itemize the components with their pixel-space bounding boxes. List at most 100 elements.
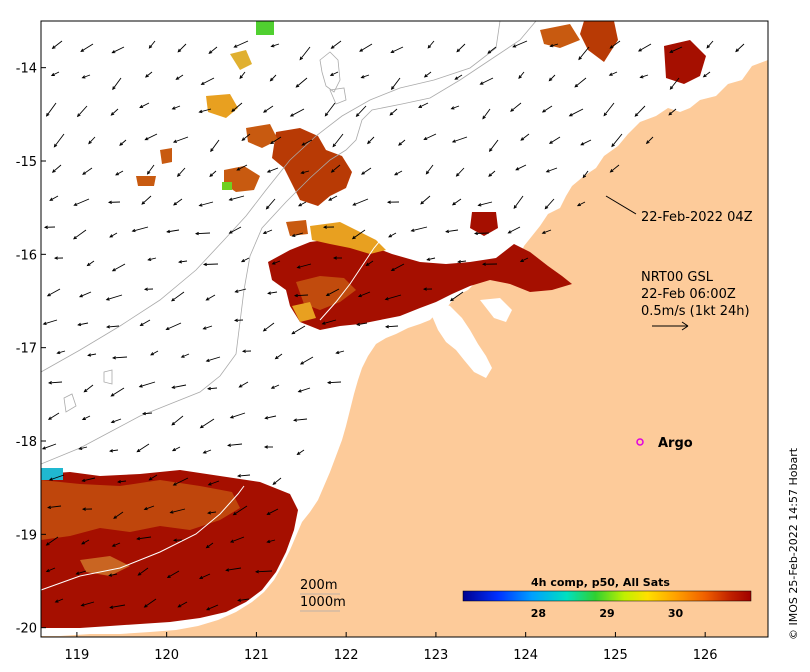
current-arrow bbox=[88, 136, 96, 144]
current-arrow bbox=[385, 294, 402, 300]
current-arrow bbox=[148, 257, 157, 261]
current-arrow-head bbox=[578, 56, 582, 61]
current-arrow bbox=[426, 164, 434, 175]
current-arrow bbox=[550, 43, 559, 47]
current-arrow bbox=[110, 449, 119, 452]
current-arrow-head bbox=[239, 75, 243, 80]
current-arrow bbox=[268, 291, 278, 294]
current-arrow-head bbox=[119, 142, 123, 146]
current-arrow bbox=[46, 536, 59, 546]
current-arrow bbox=[206, 542, 214, 549]
current-arrow bbox=[518, 71, 525, 79]
current-arrow-head bbox=[53, 143, 58, 148]
current-arrow bbox=[546, 167, 558, 173]
sst-patch-south-spot bbox=[80, 556, 130, 576]
current-arrow bbox=[582, 170, 589, 178]
current-arrow bbox=[238, 474, 251, 477]
current-arrow-head bbox=[545, 169, 550, 173]
current-arrow-head bbox=[47, 416, 52, 420]
current-arrow-head bbox=[289, 113, 294, 117]
current-arrow bbox=[199, 108, 212, 113]
scale-arrow bbox=[652, 321, 689, 331]
current-arrow-head bbox=[609, 45, 614, 49]
current-arrow bbox=[394, 170, 403, 176]
current-arrow-head bbox=[137, 572, 142, 576]
current-arrow-head bbox=[390, 49, 395, 53]
current-arrow-head bbox=[576, 202, 581, 207]
current-arrow-head bbox=[267, 291, 272, 295]
current-arrow-head bbox=[180, 354, 185, 358]
current-arrow-head bbox=[300, 170, 305, 175]
current-arrow bbox=[549, 136, 561, 144]
current-arrow bbox=[322, 319, 337, 325]
current-arrow-head bbox=[237, 598, 242, 602]
current-arrow bbox=[74, 198, 90, 206]
current-arrow bbox=[177, 167, 186, 177]
current-arrow bbox=[352, 198, 369, 206]
current-arrow-head bbox=[227, 443, 232, 447]
current-arrow-head bbox=[111, 50, 116, 54]
sst-patch-central-yellow bbox=[310, 222, 386, 254]
current-arrow-head bbox=[451, 139, 456, 143]
current-arrow bbox=[144, 505, 155, 510]
current-arrow bbox=[391, 46, 404, 53]
current-arrow-head bbox=[410, 228, 415, 232]
timestamp-pointer bbox=[605, 195, 637, 215]
current-arrow-head bbox=[117, 479, 122, 484]
current-arrow-head bbox=[645, 140, 650, 145]
current-arrow bbox=[49, 474, 65, 481]
x-tick-label: 120 bbox=[154, 648, 179, 663]
current-arrow bbox=[171, 291, 185, 302]
current-arrow-head bbox=[172, 482, 177, 486]
current-arrow bbox=[361, 74, 370, 79]
current-arrow bbox=[181, 353, 190, 358]
current-arrow-head bbox=[173, 202, 177, 206]
y-tick-label: -14 bbox=[16, 62, 37, 77]
current-arrow-head bbox=[266, 169, 271, 173]
current-arrow-head bbox=[299, 361, 304, 365]
current-arrow-head bbox=[427, 44, 432, 49]
current-arrow bbox=[47, 288, 61, 297]
colorbar-tick-label: 30 bbox=[668, 607, 684, 620]
current-arrow bbox=[206, 356, 221, 362]
land-mass bbox=[41, 60, 768, 637]
island-contour-2 bbox=[329, 87, 347, 105]
colorbar bbox=[462, 590, 752, 602]
current-arrow-head bbox=[171, 447, 176, 452]
current-arrow bbox=[137, 536, 152, 540]
current-arrow-head bbox=[202, 450, 207, 454]
current-arrow-head bbox=[269, 77, 274, 82]
current-arrow-head bbox=[510, 108, 514, 112]
current-arrow-head bbox=[702, 73, 707, 78]
current-arrow-head bbox=[106, 325, 111, 329]
current-arrow bbox=[294, 418, 308, 421]
current-arrow bbox=[226, 567, 242, 571]
current-arrow-head bbox=[202, 326, 207, 330]
current-arrow bbox=[574, 77, 587, 88]
current-arrow-head bbox=[198, 109, 203, 114]
current-arrow-head bbox=[634, 113, 639, 117]
current-arrow bbox=[272, 477, 282, 485]
argo-float-marker[interactable] bbox=[636, 438, 644, 446]
current-arrow-head bbox=[166, 229, 171, 234]
current-arrow-head bbox=[264, 416, 269, 420]
current-arrow bbox=[203, 449, 212, 454]
contour-200m bbox=[41, 21, 537, 465]
current-arrow bbox=[336, 350, 345, 354]
current-arrow bbox=[210, 139, 220, 152]
current-arrow bbox=[179, 260, 188, 263]
current-arrow-head bbox=[80, 603, 85, 607]
current-arrow-head bbox=[205, 297, 210, 301]
current-arrow bbox=[88, 353, 97, 356]
y-tick-label: -18 bbox=[16, 435, 37, 450]
current-arrow bbox=[520, 257, 529, 262]
current-arrow bbox=[332, 133, 344, 147]
current-arrow-head bbox=[172, 538, 177, 542]
x-tick-label: 124 bbox=[513, 648, 538, 663]
current-arrow bbox=[172, 446, 181, 452]
current-arrow bbox=[172, 384, 187, 389]
current-arrow bbox=[119, 139, 127, 146]
current-arrow bbox=[206, 294, 216, 301]
current-arrow-head bbox=[357, 293, 362, 298]
current-arrow bbox=[609, 71, 618, 76]
